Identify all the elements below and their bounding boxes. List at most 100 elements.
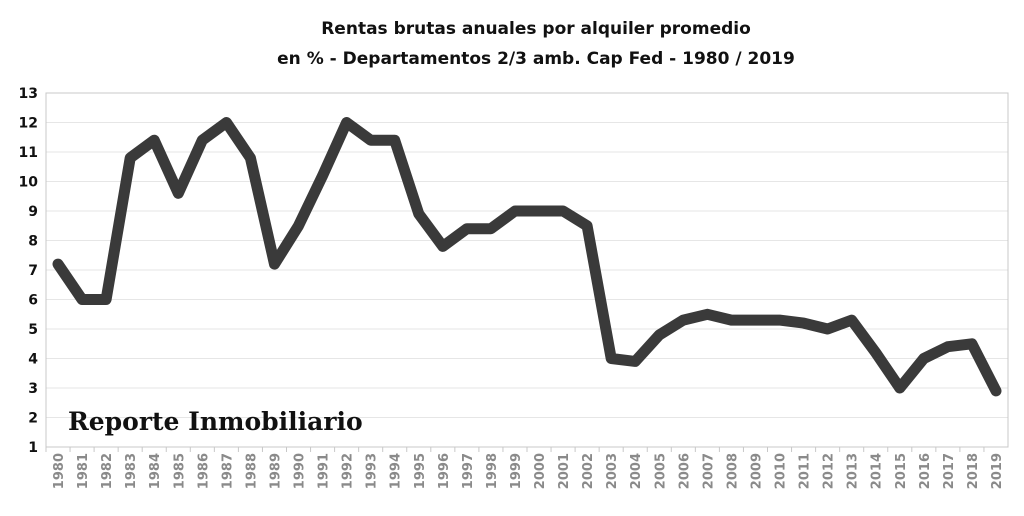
data-point xyxy=(321,174,324,177)
x-tick-label: 2018 xyxy=(966,453,981,489)
x-tick-label: 1987 xyxy=(220,453,235,489)
data-point xyxy=(706,313,709,316)
data-point xyxy=(369,139,372,142)
y-tick-label: 8 xyxy=(28,234,38,250)
y-tick-label: 9 xyxy=(28,204,38,220)
data-point xyxy=(658,333,661,336)
data-point xyxy=(874,351,877,354)
x-tick-label: 2002 xyxy=(581,453,596,489)
chart-title-line-1: Rentas brutas anuales por alquiler prome… xyxy=(321,19,751,39)
y-tick-label: 1 xyxy=(28,440,38,456)
x-tick-label: 1989 xyxy=(268,453,283,489)
data-point xyxy=(730,319,733,322)
y-tick-label: 5 xyxy=(28,322,38,338)
data-point xyxy=(153,139,156,142)
data-point xyxy=(201,139,204,142)
data-point xyxy=(826,328,829,330)
x-tick-label: 1996 xyxy=(437,453,452,489)
data-point xyxy=(273,263,276,266)
x-tick-label: 2006 xyxy=(677,453,692,489)
x-tick-label: 1982 xyxy=(100,453,115,489)
x-tick-label: 1986 xyxy=(196,453,211,489)
x-tick-label: 2017 xyxy=(942,453,957,489)
data-point xyxy=(538,210,541,212)
data-point xyxy=(970,342,973,345)
x-tick-label: 1983 xyxy=(124,453,139,489)
data-point xyxy=(562,210,565,212)
data-point xyxy=(778,319,781,322)
x-tick-label: 1999 xyxy=(509,453,524,489)
data-point xyxy=(922,357,925,360)
data-points xyxy=(57,121,997,392)
data-point xyxy=(129,156,132,159)
series-line xyxy=(52,117,1002,397)
x-tick-label: 2010 xyxy=(774,453,789,489)
x-tick-label: 1991 xyxy=(317,453,332,489)
x-tick-label: 1981 xyxy=(76,453,91,489)
x-tick-label: 1992 xyxy=(341,453,356,489)
x-tick-label: 2001 xyxy=(557,453,572,489)
y-tick-label: 13 xyxy=(19,86,38,102)
chart-title-line-2: en % - Departamentos 2/3 amb. Cap Fed - … xyxy=(277,49,795,69)
x-tick-label: 2013 xyxy=(846,453,861,489)
x-tick-label: 2003 xyxy=(605,453,620,489)
data-point xyxy=(297,224,300,227)
data-point xyxy=(489,227,492,230)
data-point xyxy=(802,322,805,325)
data-point xyxy=(634,360,637,363)
x-tick-label: 1985 xyxy=(172,453,187,489)
x-tick-label: 1984 xyxy=(148,453,163,489)
x-tick-label: 1990 xyxy=(293,453,308,489)
data-point xyxy=(57,263,60,266)
y-tick-label: 3 xyxy=(28,381,38,397)
x-tick-label: 1998 xyxy=(485,453,500,489)
data-point xyxy=(610,357,613,360)
y-tick-label: 11 xyxy=(19,145,38,161)
x-tick-label: 1993 xyxy=(365,453,380,489)
x-tick-label: 2015 xyxy=(894,453,909,489)
data-point xyxy=(105,298,108,301)
x-tick-label: 2008 xyxy=(725,453,740,489)
y-tick-label: 2 xyxy=(28,411,38,427)
data-point xyxy=(682,319,685,322)
data-point xyxy=(513,210,516,212)
watermark: Reporte Inmobiliario xyxy=(68,407,363,436)
x-tick-label: 1980 xyxy=(52,453,67,489)
x-tick-label: 1995 xyxy=(413,453,428,489)
data-point xyxy=(81,298,84,301)
x-tick-label: 2004 xyxy=(629,453,644,489)
data-point xyxy=(249,156,252,159)
y-tick-label: 7 xyxy=(28,263,38,279)
data-point xyxy=(417,212,420,215)
x-tick-label: 2009 xyxy=(749,453,764,489)
x-tick-label: 2007 xyxy=(701,453,716,489)
data-point xyxy=(441,245,444,248)
x-tick-label: 2005 xyxy=(653,453,668,489)
data-point xyxy=(754,319,757,322)
data-point xyxy=(225,121,228,124)
data-point xyxy=(898,387,901,389)
x-axis: 1980 1981 1982 1983 1984 1985 1986 1987 1988 1989… xyxy=(45,447,1005,489)
x-tick-label: 2014 xyxy=(870,453,885,489)
y-tick-label: 6 xyxy=(28,293,38,309)
data-point xyxy=(586,224,589,227)
x-tick-label: 2012 xyxy=(822,453,837,489)
data-point xyxy=(393,139,396,142)
data-point xyxy=(345,121,348,124)
data-point xyxy=(946,345,949,348)
x-tick-label: 1997 xyxy=(461,453,476,489)
y-tick-label: 10 xyxy=(19,175,39,191)
data-point xyxy=(465,227,468,230)
y-tick-label: 4 xyxy=(28,352,38,368)
x-tick-label: 2011 xyxy=(798,453,813,489)
x-tick-label: 2000 xyxy=(533,453,548,489)
x-tick-label: 2016 xyxy=(918,453,933,489)
x-tick-label: 2019 xyxy=(990,453,1005,489)
x-tick-label: 1988 xyxy=(244,453,259,489)
data-point xyxy=(177,192,180,195)
gridlines xyxy=(46,122,1008,418)
y-tick-label: 12 xyxy=(19,116,38,132)
data-point xyxy=(994,389,997,392)
